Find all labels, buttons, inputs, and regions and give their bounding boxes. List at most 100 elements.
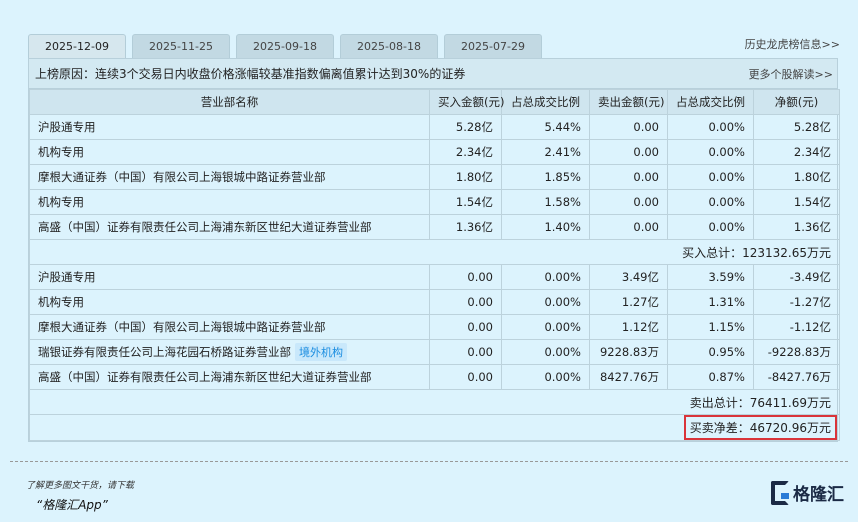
tab-date[interactable]: 2025-09-18 — [236, 34, 334, 58]
cell-text: 1.27亿 — [621, 295, 659, 309]
cell-text: 0.00% — [544, 320, 581, 334]
cell-value: 0.00 — [429, 314, 502, 340]
cell-text: 1.58% — [544, 195, 581, 209]
cell-text: 1.80亿 — [455, 170, 493, 184]
cell-text: 0.00% — [544, 295, 581, 309]
table-row: 摩根大通证券（中国）有限公司上海银城中路证券营业部 1.80亿 1.85% 0.00 0… — [29, 164, 840, 190]
broker-name: 沪股通专用 — [29, 264, 430, 290]
cell-text: 2.34亿 — [793, 145, 831, 159]
cell-text: 0.00 — [633, 120, 659, 134]
cell-text: 0.00% — [708, 220, 745, 234]
table-row: 摩根大通证券（中国）有限公司上海银城中路证券营业部 0.00 0.00% 1.12亿 1… — [29, 314, 840, 340]
cell-value: 0.00% — [667, 114, 754, 140]
cell-text: -1.27亿 — [789, 295, 831, 309]
broker-name: 机构专用 — [29, 289, 430, 315]
cell-text: 0.00 — [633, 195, 659, 209]
cell-value: 0.00 — [589, 189, 668, 215]
reason-label: 上榜原因： — [35, 67, 96, 81]
cell-value: 1.80亿 — [429, 164, 502, 190]
cell-text: 1.54亿 — [455, 195, 493, 209]
cell-value: 0.00% — [667, 164, 754, 190]
cell-text[interactable]: 高盛（中国）证券有限责任公司上海浦东新区世纪大道证券营业部 — [38, 370, 372, 384]
broker-name: 沪股通专用 — [29, 114, 430, 140]
cell-value: 1.27亿 — [589, 289, 668, 315]
cell-value: 2.34亿 — [429, 139, 502, 165]
table-row: 沪股通专用 0.00 0.00% 3.49亿 3.59% -3.49亿 — [29, 264, 840, 290]
cell-value: 9228.83万 — [589, 339, 668, 365]
cell-value: 0.00% — [501, 364, 590, 390]
total-cell: 卖出总计：76411.69万元 — [29, 389, 840, 415]
cell-text: 0.00 — [633, 170, 659, 184]
cell-value: 0.00 — [589, 214, 668, 240]
cell-text: 1.80亿 — [793, 170, 831, 184]
cell-text[interactable]: 瑞银证券有限责任公司上海花园石桥路证券营业部 — [38, 345, 291, 359]
cell-text: 3.59% — [708, 270, 745, 284]
cell-text: 2.34亿 — [455, 145, 493, 159]
history-link[interactable]: 历史龙虎榜信息>> — [744, 38, 840, 51]
cell-value: -3.49亿 — [753, 264, 840, 290]
cell-text: 1.15% — [708, 320, 745, 334]
table-row: 瑞银证券有限责任公司上海花园石桥路证券营业部 境外机构 0.00 0.00% 9228.… — [29, 339, 840, 365]
total-row: 买卖净差：46720.96万元 — [29, 414, 840, 441]
total-row: 卖出总计：76411.69万元 — [29, 389, 840, 415]
cell-text: 3.49亿 — [621, 270, 659, 284]
cell-value: 1.80亿 — [753, 164, 840, 190]
cell-value: 1.54亿 — [429, 189, 502, 215]
cell-text: 0.00 — [467, 295, 493, 309]
cell-text: 0.00 — [467, 345, 493, 359]
cell-value: 0.00% — [501, 314, 590, 340]
cell-text[interactable]: 摩根大通证券（中国）有限公司上海银城中路证券营业部 — [38, 170, 326, 184]
reason-bar: 上榜原因： 连续3个交易日内收盘价格涨幅较基准指数偏离值累计达到30%的证券 更… — [29, 59, 837, 89]
cell-text[interactable]: 沪股通专用 — [38, 120, 96, 134]
cell-value: 1.12亿 — [589, 314, 668, 340]
overseas-tag: 境外机构 — [295, 343, 347, 361]
cell-value: -1.27亿 — [753, 289, 840, 315]
gelonghui-logo: 格隆汇 — [771, 480, 844, 505]
cell-value: 0.00% — [667, 189, 754, 215]
cell-value: 0.00 — [429, 364, 502, 390]
more-analysis-link[interactable]: 更多个股解读>> — [748, 67, 833, 81]
cell-value: 0.87% — [667, 364, 754, 390]
tab-date[interactable]: 2025-11-25 — [132, 34, 230, 58]
cell-text[interactable]: 沪股通专用 — [38, 270, 96, 284]
cell-value: 0.00 — [589, 164, 668, 190]
cell-text: 0.00 — [633, 145, 659, 159]
total-cell: 买入总计：123132.65万元 — [29, 239, 840, 265]
cell-value: 0.00 — [589, 114, 668, 140]
cell-text[interactable]: 机构专用 — [38, 195, 84, 209]
cell-text: 0.95% — [708, 345, 745, 359]
cell-text: 0.00 — [467, 270, 493, 284]
cell-value: 1.58% — [501, 189, 590, 215]
cell-text: 1.36亿 — [793, 220, 831, 234]
cell-text[interactable]: 摩根大通证券（中国）有限公司上海银城中路证券营业部 — [38, 320, 326, 334]
cell-value: 1.31% — [667, 289, 754, 315]
cell-value: 0.95% — [667, 339, 754, 365]
footer-text: 了解更多图文干货，请下载 — [26, 481, 135, 491]
cell-text: 1.40% — [544, 220, 581, 234]
broker-name: 高盛（中国）证券有限责任公司上海浦东新区世纪大道证券营业部 — [29, 214, 430, 240]
cell-value: 3.59% — [667, 264, 754, 290]
logo-text: 格隆汇 — [793, 485, 844, 505]
cell-text: 0.00% — [544, 270, 581, 284]
cell-text[interactable]: 机构专用 — [38, 145, 84, 159]
cell-text: 0.00% — [708, 170, 745, 184]
logo-icon — [771, 480, 789, 505]
cell-text[interactable]: 机构专用 — [38, 295, 84, 309]
cell-text: 0.00% — [708, 120, 745, 134]
tab-date[interactable]: 2025-12-09 — [28, 34, 126, 58]
cell-value: 1.40% — [501, 214, 590, 240]
cell-value: 1.54亿 — [753, 189, 840, 215]
table-row: 沪股通专用 5.28亿 5.44% 0.00 0.00% 5.28亿 — [29, 114, 840, 140]
tab-date[interactable]: 2025-08-18 — [340, 34, 438, 58]
total-row: 买入总计：123132.65万元 — [29, 239, 840, 265]
cell-value: 3.49亿 — [589, 264, 668, 290]
broker-name: 摩根大通证券（中国）有限公司上海银城中路证券营业部 — [29, 314, 430, 340]
cell-text: 1.36亿 — [455, 220, 493, 234]
cell-text[interactable]: 高盛（中国）证券有限责任公司上海浦东新区世纪大道证券营业部 — [38, 220, 372, 234]
cell-text: 0.00% — [708, 195, 745, 209]
cell-text: 0.00% — [544, 345, 581, 359]
cell-text: 0.00% — [544, 370, 581, 384]
tab-date[interactable]: 2025-07-29 — [444, 34, 542, 58]
cell-text: -9228.83万 — [767, 345, 831, 359]
cell-value: 5.44% — [501, 114, 590, 140]
